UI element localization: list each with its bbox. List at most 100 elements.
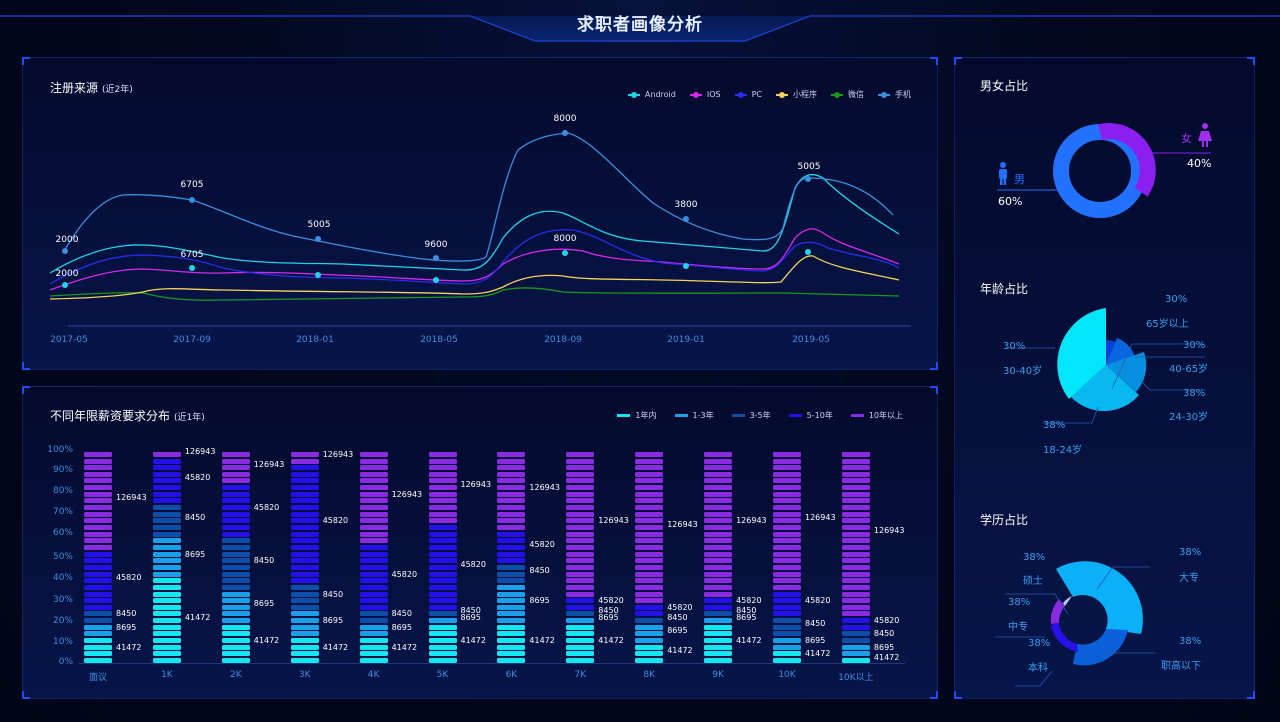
bar-segment <box>152 618 181 624</box>
legend-under-1y[interactable]: 1年内 <box>617 410 657 421</box>
bar-segment <box>497 624 526 630</box>
bar-segment <box>428 485 457 491</box>
bar-segment <box>704 451 733 457</box>
bar-value-label: 8450 <box>598 606 619 616</box>
bar-segment <box>841 624 870 630</box>
bar-segment <box>84 624 112 630</box>
y-axis-label: 100% <box>47 445 73 455</box>
bar-segment <box>704 631 733 637</box>
bar-segment <box>841 651 870 657</box>
legend-android[interactable]: Android <box>627 90 676 99</box>
bar-segment <box>704 465 733 471</box>
x-axis-label: 5K <box>436 670 449 680</box>
bar-segment <box>497 578 526 584</box>
legend-ios[interactable]: IOS <box>689 90 721 99</box>
legend-3-5y[interactable]: 3-5年 <box>731 410 771 421</box>
bar-segment <box>635 611 664 617</box>
bar-segment <box>773 525 801 530</box>
bar-value-label: 45820 <box>598 596 624 606</box>
bar-value-label: 45820 <box>667 602 693 612</box>
bar-segment <box>84 478 112 484</box>
bar-segment <box>359 618 388 624</box>
x-axis-label: 2018-05 <box>420 335 458 345</box>
legend-wechat[interactable]: 微信 <box>831 89 864 100</box>
bar-segment <box>704 651 733 657</box>
edu-pct-technical: 38% <box>1008 597 1031 608</box>
bar-segment <box>635 564 664 570</box>
male-icon <box>999 162 1007 185</box>
bar-value-label: 126943 <box>598 516 629 526</box>
bar-segment <box>428 651 457 657</box>
bar-segment <box>635 651 664 657</box>
legend-mobile[interactable]: 手机 <box>878 89 911 100</box>
bar-segment <box>84 451 112 457</box>
bar-segment <box>566 564 595 570</box>
bar-segment <box>84 604 112 610</box>
bar-value-label: 41472 <box>253 636 280 646</box>
legend-10y-plus[interactable]: 10年以上 <box>850 410 903 421</box>
bar-segment <box>497 544 526 550</box>
bar-segment <box>428 618 457 624</box>
bar-segment <box>704 538 733 544</box>
bar-segment <box>635 458 664 464</box>
bar-segment <box>84 544 112 550</box>
bar-value-label: 8450 <box>805 619 826 629</box>
bar-segment <box>773 611 801 617</box>
bar-segment <box>359 465 388 471</box>
bar-value-label: 8695 <box>805 636 826 646</box>
bar-segment <box>635 531 664 537</box>
bar-segment <box>635 551 664 557</box>
legend-1-3y[interactable]: 1-3年 <box>674 410 714 421</box>
bar-segment <box>221 578 250 584</box>
bar-value-label: 8695 <box>116 622 137 632</box>
bar-segment <box>221 498 250 504</box>
bar-segment <box>152 658 181 663</box>
bar-segment <box>428 511 457 517</box>
salary-panel: 不同年限薪资要求分布 (近1年) 1年内 1-3年 3-5年 5-10年 10年以… <box>22 386 938 699</box>
bar-segment <box>773 544 801 550</box>
bar-segment <box>635 544 664 550</box>
bar-value-label: 126943 <box>529 483 560 493</box>
bar-segment <box>359 651 388 657</box>
bar-segment <box>841 451 870 457</box>
bar-segment <box>152 511 181 517</box>
legend-pc[interactable]: PC <box>734 90 762 99</box>
legend-miniprogram[interactable]: 小程序 <box>776 89 817 100</box>
bar-segment <box>704 604 733 610</box>
bar-segment <box>841 478 870 484</box>
bar-segment <box>566 525 595 530</box>
bar-value-label: 126943 <box>805 513 836 523</box>
female-icon <box>1198 123 1212 147</box>
y-axis-label: 50% <box>52 552 73 562</box>
age-name-24-30: 24-30岁 <box>1169 412 1209 423</box>
bar-segment <box>841 531 870 537</box>
bar-segment <box>773 624 801 630</box>
bar-segment <box>773 505 801 511</box>
bar-segment <box>497 525 526 530</box>
bar-segment <box>704 571 733 577</box>
age-rose-chart <box>1005 308 1205 424</box>
y-axis-label: 40% <box>52 573 73 583</box>
bar-segment <box>566 618 595 624</box>
bar-segment <box>497 591 526 597</box>
bar-segment <box>428 624 457 630</box>
bar-segment <box>84 458 112 464</box>
bar-segment <box>84 644 112 650</box>
legend-5-10y[interactable]: 5-10年 <box>788 410 833 421</box>
bar-segment <box>359 451 388 457</box>
bar-segment <box>221 511 250 517</box>
bar-segment <box>566 538 595 544</box>
bar-segment <box>635 618 664 624</box>
bar-segment <box>566 518 595 524</box>
bar-segment <box>290 611 319 617</box>
bar-segment <box>152 604 181 610</box>
bar-value-label: 8450 <box>736 606 757 616</box>
x-axis-line <box>79 663 905 664</box>
bar-segment <box>497 511 526 517</box>
bar-segment <box>566 591 595 597</box>
bar-segment <box>152 591 181 597</box>
x-axis-label: 7K <box>574 670 587 680</box>
female-label: 女 <box>1181 132 1192 145</box>
bar-segment <box>635 525 664 530</box>
bar-segment <box>359 498 388 504</box>
